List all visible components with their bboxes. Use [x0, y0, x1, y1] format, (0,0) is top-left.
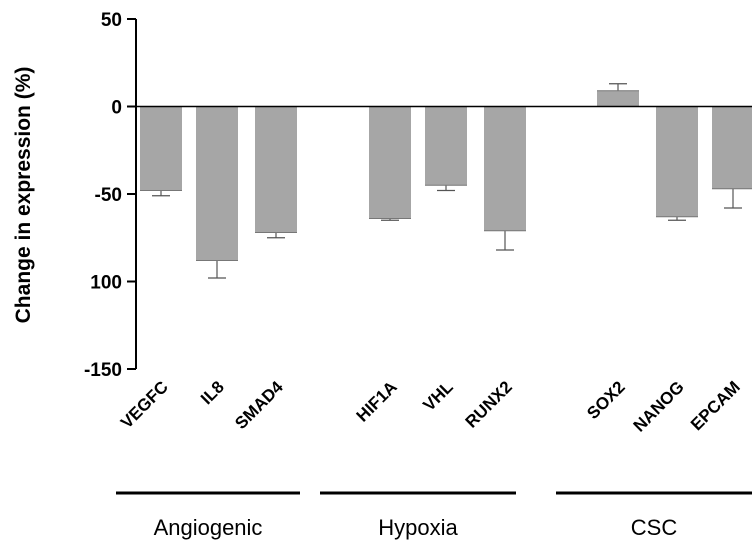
y-tick-label: 100: [90, 273, 122, 294]
category-labels: VEGFC IL8 SMAD4 HIF1A VHL RUNX2 SOX2 NANOG EPCAM: [117, 377, 744, 436]
category-label: VHL: [419, 377, 456, 414]
y-tick-label: 50: [101, 10, 122, 31]
category-label: RUNX2: [462, 377, 516, 431]
category-label: NANOG: [630, 377, 688, 435]
group-label: Hypoxia: [378, 515, 458, 540]
category-label: HIF1A: [353, 377, 401, 425]
y-tick-label: -50: [95, 185, 122, 206]
y-axis: 50 0 -50 100 -150: [84, 10, 137, 381]
category-label: VEGFC: [117, 377, 172, 432]
category-label: SMAD4: [231, 377, 287, 433]
bar: [484, 106, 526, 231]
category-label: IL8: [197, 377, 228, 408]
bars: [140, 83, 752, 279]
bar: [255, 106, 297, 233]
bar: [369, 106, 411, 219]
bar: [712, 106, 752, 189]
group-brackets: Angiogenic Hypoxia CSC: [116, 491, 752, 540]
bar: [597, 90, 639, 107]
group-label: Angiogenic: [154, 515, 263, 540]
bar: [140, 106, 182, 191]
y-tick-label: -150: [84, 360, 122, 381]
bar: [196, 106, 238, 261]
bar: [656, 106, 698, 217]
category-label: EPCAM: [687, 377, 744, 434]
category-label: SOX2: [583, 377, 629, 423]
group-label: CSC: [631, 515, 678, 540]
y-tick-label: 0: [111, 98, 122, 119]
y-axis-title: Change in expression (%): [12, 67, 35, 324]
bar: [425, 106, 467, 186]
